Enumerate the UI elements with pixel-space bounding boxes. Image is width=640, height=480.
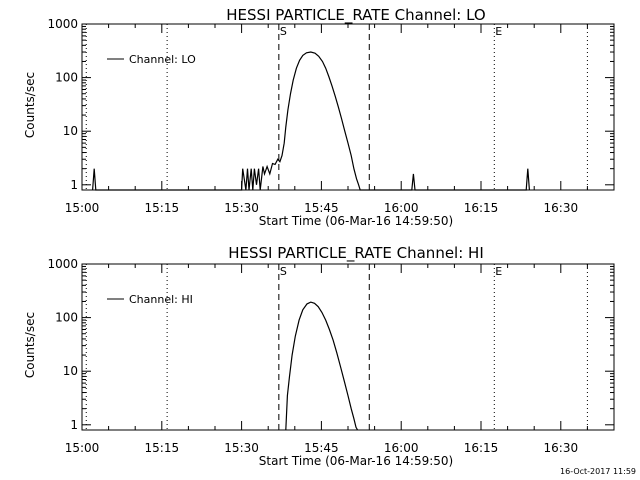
- hi-x-tick-label: 15:00: [65, 441, 100, 455]
- lo-series-line: [92, 51, 530, 191]
- hi-marker-label: E: [495, 265, 502, 278]
- hi-series-line: [285, 301, 359, 431]
- hi-x-tick-label: 16:00: [384, 441, 419, 455]
- lo-marker-label: S: [280, 25, 287, 38]
- lo-marker-label: E: [495, 25, 502, 38]
- hi-chart-title: HESSI PARTICLE_RATE Channel: HI: [228, 244, 484, 263]
- lo-y-tick-label: 1: [70, 178, 78, 192]
- lo-chart-title: HESSI PARTICLE_RATE Channel: LO: [226, 6, 485, 25]
- lo-x-tick-label: 16:30: [544, 201, 579, 215]
- lo-x-tick-label: 15:00: [65, 201, 100, 215]
- hi-y-tick-label: 1000: [47, 257, 78, 271]
- lo-y-axis-label: Counts/sec: [23, 72, 37, 138]
- hi-x-tick-label: 15:15: [145, 441, 180, 455]
- lo-x-tick-label: 15:30: [224, 201, 259, 215]
- hi-x-tick-label: 16:30: [544, 441, 579, 455]
- lo-x-tick-label: 15:45: [304, 201, 339, 215]
- hi-x-tick-label: 15:45: [304, 441, 339, 455]
- hi-y-tick-label: 100: [55, 311, 78, 325]
- lo-x-axis-label: Start Time (06-Mar-16 14:59:50): [259, 214, 453, 228]
- lo-y-tick-label: 1000: [47, 17, 78, 31]
- hi-y-axis-label: Counts/sec: [23, 312, 37, 378]
- lo-x-tick-label: 15:15: [145, 201, 180, 215]
- hi-x-tick-label: 16:15: [464, 441, 499, 455]
- hi-marker-label: S: [280, 265, 287, 278]
- lo-legend-label: Channel: LO: [129, 53, 196, 66]
- lo-y-tick-label: 10: [63, 124, 78, 138]
- hi-legend-label: Channel: HI: [129, 293, 193, 306]
- hi-x-tick-label: 15:30: [224, 441, 259, 455]
- hi-y-tick-label: 1: [70, 418, 78, 432]
- hi-y-tick-label: 10: [63, 364, 78, 378]
- hi-x-axis-label: Start Time (06-Mar-16 14:59:50): [259, 454, 453, 468]
- lo-plot-frame: [81, 23, 615, 191]
- lo-x-tick-label: 16:00: [384, 201, 419, 215]
- timestamp-label: 16-Oct-2017 11:59: [560, 467, 636, 476]
- lo-y-tick-label: 100: [55, 71, 78, 85]
- hi-plot-frame: [81, 263, 615, 431]
- lo-x-tick-label: 16:15: [464, 201, 499, 215]
